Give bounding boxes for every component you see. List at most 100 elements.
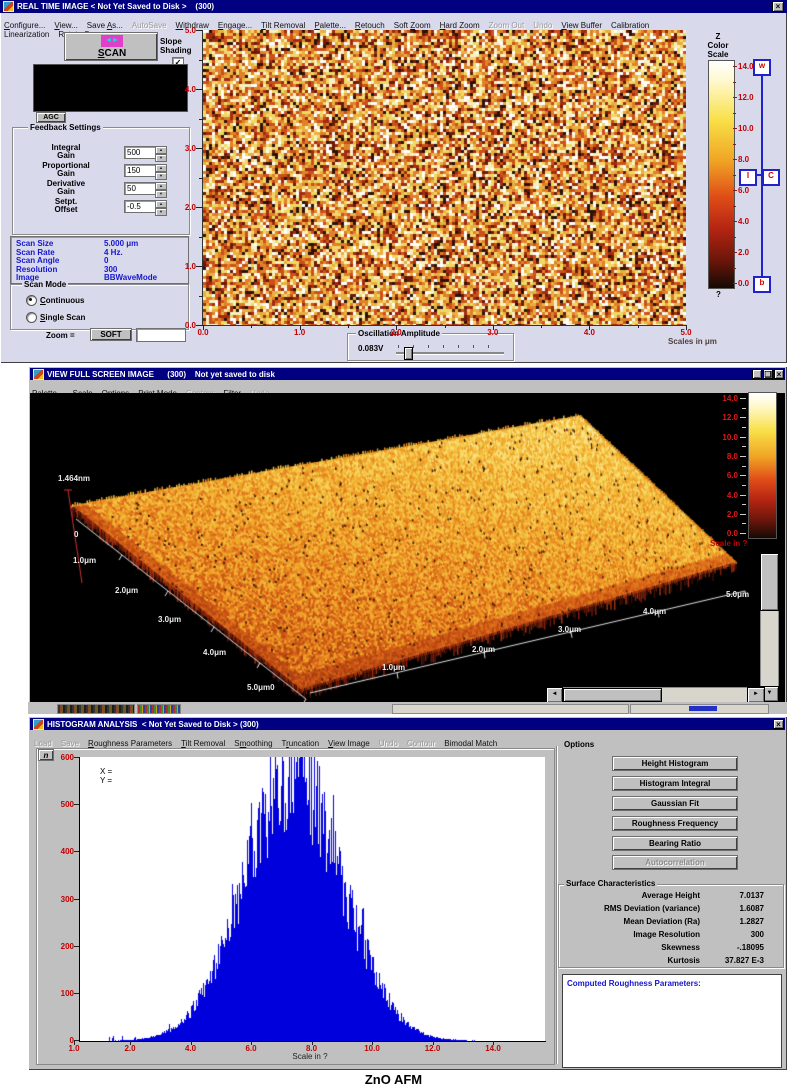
colorscale-tick (733, 221, 737, 222)
taskbar-segment[interactable] (630, 704, 769, 714)
option-button-roughness-frequency[interactable]: Roughness Frequency (612, 816, 738, 831)
spin-down-icon[interactable]: ▼ (155, 172, 167, 180)
agc-button[interactable]: AGC (36, 112, 66, 123)
menu-item-autosave[interactable]: AutoSave (132, 21, 167, 30)
option-button-histogram-integral[interactable]: Histogram Integral (612, 776, 738, 791)
spin-up-icon[interactable]: ▲ (155, 146, 167, 154)
close-icon[interactable]: × (774, 369, 784, 379)
view3d-colorscale-tick-label: 6.0 (712, 471, 738, 480)
maximize-icon[interactable]: ❏ (763, 369, 773, 379)
oscillation-value: 0.083V (358, 344, 383, 353)
colorscale-tick-label: 10.0 (738, 124, 760, 133)
spin-up-icon[interactable]: ▲ (155, 200, 167, 208)
feedback-spinner-derivative-gain[interactable]: ▲▼ (155, 182, 167, 195)
z-height-label: 1.464nm (58, 474, 90, 483)
hist-y-tick-label: 300 (48, 895, 74, 904)
menu-item-view-buffer[interactable]: View Buffer (561, 21, 602, 30)
menu-item-view-image[interactable]: View Image (328, 739, 370, 748)
hist-y-axis (79, 757, 80, 1042)
characteristic-label-image-resolution: Image Resolution (566, 930, 700, 939)
menu-item-palette[interactable]: Palette... (314, 21, 346, 30)
minimize-icon[interactable]: _ (752, 369, 762, 379)
zoom-value-input[interactable] (136, 328, 186, 342)
feedback-spinner-integral-gain[interactable]: ▲▼ (155, 146, 167, 159)
option-button-autocorrelation[interactable]: Autocorrelation (612, 855, 738, 870)
spin-up-icon[interactable]: ▲ (155, 164, 167, 172)
hist-y-tick (74, 757, 79, 758)
feedback-input-proportional-gain[interactable]: 150 (124, 164, 156, 177)
vertical-scrollbar-thumb[interactable] (760, 553, 779, 611)
menu-item-tilt-removal[interactable]: Tilt Removal (261, 21, 305, 30)
video-monitor (33, 64, 188, 112)
scroll-right-icon[interactable]: ► (747, 687, 765, 703)
menu-item-save[interactable]: Save (61, 739, 79, 748)
hist-xaxis-title: Scale in ? (250, 1052, 370, 1061)
menu-item-bimodal-match[interactable]: Bimodal Match (444, 739, 497, 748)
view3d-colorscale-tick (740, 495, 746, 496)
characteristic-value-average-height: 7.0137 (702, 891, 764, 900)
window-title: VIEW FULL SCREEN IMAGE (300) Not yet sav… (47, 370, 275, 379)
slope-shading-label: Slope Shading (160, 37, 204, 55)
rt-y-tick-label: 1.0 (170, 262, 196, 271)
radio-continuous[interactable] (26, 295, 37, 306)
menu-item-zoom-out[interactable]: Zoom Out (489, 21, 525, 30)
computed-roughness-title: Computed Roughness Parameters: (567, 979, 781, 988)
menu-item-soft-zoom[interactable]: Soft Zoom (394, 21, 431, 30)
hist-y-tick-label: 600 (48, 753, 74, 762)
menu-item-load[interactable]: Load (34, 739, 52, 748)
option-button-height-histogram[interactable]: Height Histogram (612, 756, 738, 771)
spin-down-icon[interactable]: ▼ (155, 154, 167, 162)
feedback-input-derivative-gain[interactable]: 50 (124, 182, 156, 195)
surface-3d-render (30, 393, 785, 702)
oscillation-slider-thumb[interactable] (404, 347, 413, 360)
characteristic-label-rms-deviation-variance: RMS Deviation (variance) (566, 904, 700, 913)
spin-up-icon[interactable]: ▲ (155, 182, 167, 190)
menu-item-undo[interactable]: Undo (379, 739, 398, 748)
menu-item-retouch[interactable]: Retouch (355, 21, 385, 30)
taskbar-segment[interactable] (57, 704, 135, 714)
rt-x-minor-tick (251, 325, 252, 328)
rt-x-tick (589, 325, 590, 330)
contrast-handle[interactable]: C (762, 169, 780, 186)
hist-x-tick-label: 4.0 (179, 1044, 203, 1053)
scan-button[interactable]: ◄► SCAN (64, 32, 158, 61)
taskbar-segment[interactable] (392, 704, 629, 714)
feedback-input-setpt-offset[interactable]: -0.5 (124, 200, 156, 213)
colorscale-tick (733, 128, 737, 129)
intensity-handle[interactable]: I (739, 169, 757, 186)
option-button-gaussian-fit[interactable]: Gaussian Fit (612, 796, 738, 811)
scales-unit-label: Scales in μm (668, 337, 717, 346)
rt-y-minor-tick (199, 178, 203, 179)
close-icon[interactable]: × (772, 1, 784, 12)
menu-item-hard-zoom[interactable]: Hard Zoom (440, 21, 480, 30)
menu-item-engage[interactable]: Engage... (218, 21, 252, 30)
zoom-soft-button[interactable]: SOFT (90, 328, 132, 341)
menu-item-contour[interactable]: Contour (407, 739, 435, 748)
menu-item-truncation[interactable]: Truncation (282, 739, 320, 748)
hist-y-tick-label: 500 (48, 800, 74, 809)
feedback-input-integral-gain[interactable]: 500 (124, 146, 156, 159)
horizontal-scrollbar-thumb[interactable] (563, 688, 662, 702)
spin-down-icon[interactable]: ▼ (155, 190, 167, 198)
close-icon[interactable]: × (773, 719, 784, 729)
feedback-spinner-setpt-offset[interactable]: ▲▼ (155, 200, 167, 213)
menu-item-undo[interactable]: Undo (533, 21, 552, 30)
taskbar-segment[interactable] (137, 704, 181, 714)
radio-single-scan[interactable] (26, 312, 37, 323)
hist-x-tick-label: 14.0 (481, 1044, 505, 1053)
feedback-spinner-proportional-gain[interactable]: ▲▼ (155, 164, 167, 177)
menu-item-linearization[interactable]: Linearization (4, 30, 49, 39)
menu-item-roughness-parameters[interactable]: Roughness Parameters (88, 739, 172, 748)
z-origin-label: 0 (74, 530, 78, 539)
menu-item-calibration[interactable]: Calibration (611, 21, 649, 30)
menu-item-smoothing[interactable]: Smoothing (234, 739, 272, 748)
spin-down-icon[interactable]: ▼ (155, 208, 167, 216)
view3d-colorscale-tick (740, 475, 746, 476)
hist-x-tick (433, 1041, 434, 1045)
menu-item-tilt-removal[interactable]: Tilt Removal (181, 739, 225, 748)
colorscale-tick-label: 2.0 (738, 248, 760, 257)
scroll-left-icon[interactable]: ◄ (546, 687, 563, 703)
option-button-bearing-ratio[interactable]: Bearing Ratio (612, 836, 738, 851)
colorscale-tick-label: 8.0 (738, 155, 760, 164)
app-icon (33, 369, 44, 380)
